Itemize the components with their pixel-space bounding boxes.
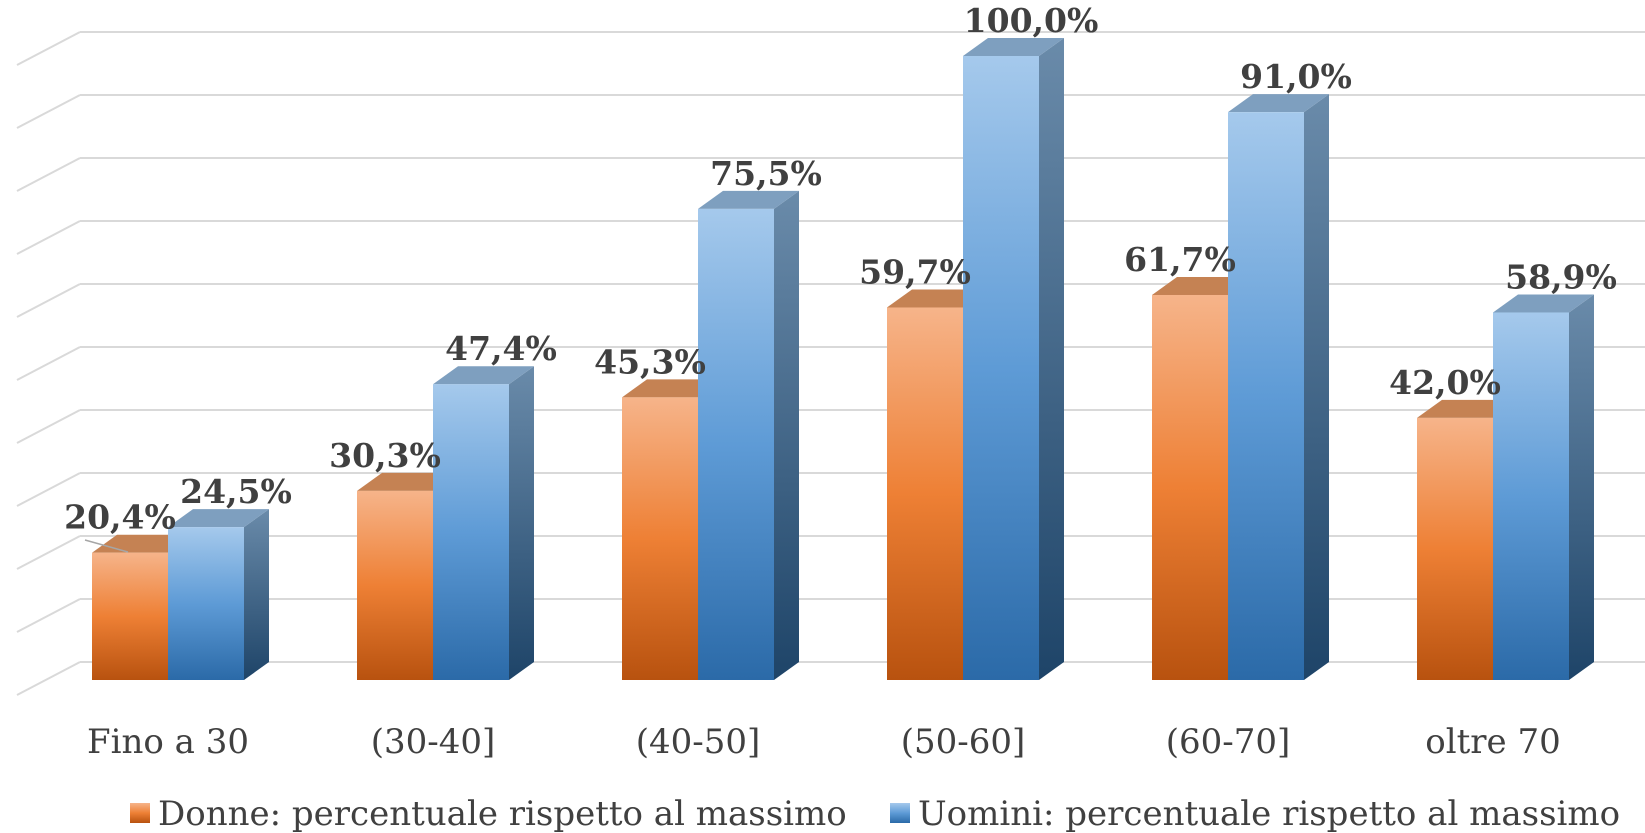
gridline	[16, 472, 1645, 507]
data-label: 91,0%	[1240, 57, 1352, 96]
legend-label: Donne: percentuale rispetto al massimo	[158, 794, 847, 833]
bars	[92, 38, 1594, 680]
gridline	[16, 283, 1645, 318]
data-label: 42,0%	[1389, 363, 1501, 402]
data-label: 47,4%	[445, 329, 557, 368]
data-label: 59,7%	[859, 252, 971, 291]
gridline	[16, 31, 1645, 66]
x-tick-label: (30-40]	[371, 722, 496, 762]
x-tick-label: oltre 70	[1425, 722, 1560, 762]
data-label: 61,7%	[1124, 240, 1236, 279]
bar-uomini-0	[168, 509, 269, 680]
gridline	[16, 220, 1645, 255]
gridline	[16, 661, 1645, 696]
legend-swatch	[130, 803, 150, 823]
data-label: 45,3%	[594, 342, 706, 381]
x-tick-label: Fino a 30	[87, 722, 249, 762]
bar-uomini-3	[963, 38, 1064, 680]
gridlines	[16, 31, 1645, 696]
data-label: 24,5%	[180, 472, 292, 511]
gridline	[16, 535, 1645, 570]
bar-uomini-5	[1493, 294, 1594, 680]
x-tick-label: (40-50]	[636, 722, 761, 762]
bar-uomini-4	[1228, 94, 1329, 680]
leader-line	[84, 539, 129, 553]
data-label: 75,5%	[710, 154, 822, 193]
data-label: 20,4%	[64, 498, 176, 537]
x-tick-label: (50-60]	[901, 722, 1026, 762]
legend-item: Uomini: percentuale rispetto al massimo	[890, 794, 1620, 833]
gridline	[16, 409, 1645, 444]
data-labels: 20,4%24,5% 30,3% 47,4% 45,3% 75,5% 59,7% 100,0…	[64, 1, 1617, 553]
data-label: 100,0%	[964, 1, 1099, 40]
data-label: 58,9%	[1505, 257, 1617, 296]
bar-uomini-2	[698, 190, 799, 680]
gridline	[16, 94, 1645, 129]
legend-item: Donne: percentuale rispetto al massimo	[130, 794, 847, 833]
data-label: 30,3%	[329, 436, 441, 475]
gridline	[16, 157, 1645, 192]
x-tick-label: (60-70]	[1166, 722, 1291, 762]
legend-swatch	[890, 803, 910, 823]
legend-label: Uomini: percentuale rispetto al massimo	[918, 794, 1620, 833]
gridline	[16, 598, 1645, 633]
x-axis: Fino a 30 (30-40] (40-50] (50-60] (60-70] olt…	[87, 722, 1561, 762]
gridline	[16, 346, 1645, 381]
legend: Donne: percentuale rispetto al massimo Uo…	[130, 794, 1620, 833]
bar-uomini-1	[433, 366, 534, 680]
